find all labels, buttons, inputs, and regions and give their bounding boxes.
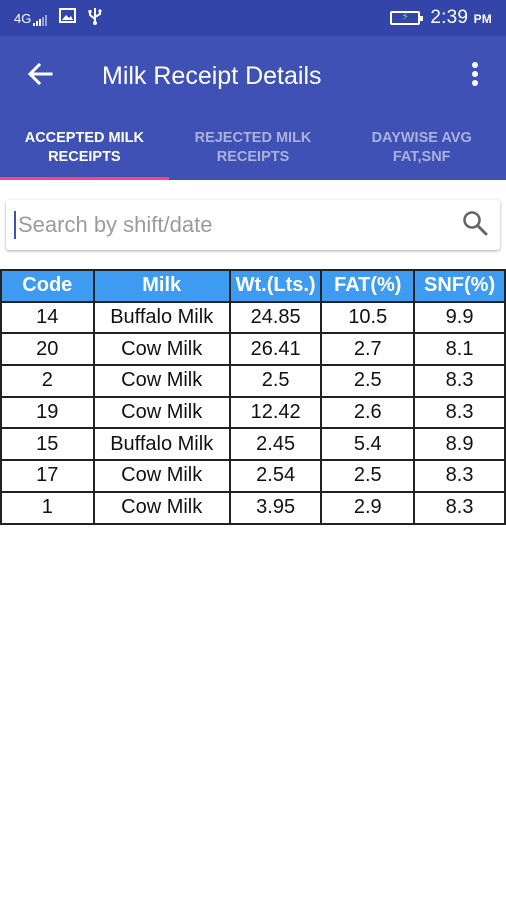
tab-rejected-milk-receipts[interactable]: REJECTED MILK RECEIPTS xyxy=(169,116,338,180)
image-icon xyxy=(59,8,77,28)
cell-fat: 2.9 xyxy=(320,490,416,525)
cell-snf: 8.3 xyxy=(413,459,506,493)
tab-bar: ACCEPTED MILK RECEIPTS REJECTED MILK REC… xyxy=(0,116,506,180)
network-type-label: 4G xyxy=(14,10,32,26)
table-row[interactable]: 15 Buffalo Milk 2.45 5.4 8.9 xyxy=(0,427,506,462)
page-title: Milk Receipt Details xyxy=(102,61,322,90)
table-row[interactable]: 1 Cow Milk 3.95 2.9 8.3 xyxy=(0,490,506,525)
cell-code: 1 xyxy=(0,490,95,525)
cell-milk: Cow Milk xyxy=(92,395,231,430)
cell-milk: Buffalo Milk xyxy=(92,300,231,335)
column-header-weight: Wt.(Lts.) xyxy=(228,269,323,303)
cell-milk: Cow Milk xyxy=(92,490,231,525)
cell-milk: Cow Milk xyxy=(92,459,231,493)
back-button[interactable] xyxy=(0,36,80,116)
cell-code: 19 xyxy=(0,395,95,430)
more-vertical-icon xyxy=(471,61,479,92)
cell-fat: 5.4 xyxy=(320,427,416,462)
tab-label-line2: FAT,SNF xyxy=(392,149,451,165)
status-clock: 2:39 PM xyxy=(430,7,492,29)
search-icon xyxy=(462,210,488,241)
cell-code: 2 xyxy=(0,364,95,398)
usb-icon xyxy=(88,7,102,30)
app-bar: Milk Receipt Details xyxy=(0,36,506,116)
tab-label-line2: RECEIPTS xyxy=(48,149,121,165)
table-row[interactable]: 17 Cow Milk 2.54 2.5 8.3 xyxy=(0,459,506,493)
table-row[interactable]: 2 Cow Milk 2.5 2.5 8.3 xyxy=(0,364,506,398)
tab-label-line1: DAYWISE AVG xyxy=(371,130,472,146)
cell-code: 17 xyxy=(0,459,95,493)
cell-snf: 8.3 xyxy=(413,395,506,430)
table-row[interactable]: 20 Cow Milk 26.41 2.7 8.1 xyxy=(0,332,506,367)
arrow-left-icon xyxy=(27,62,53,91)
table-header-row: Code Milk Wt.(Lts.) FAT(%) SNF(%) xyxy=(0,269,506,303)
cell-weight: 3.95 xyxy=(228,490,323,525)
battery-charging-icon: ⚡ xyxy=(390,11,424,25)
tab-label-line1: ACCEPTED MILK xyxy=(24,130,144,146)
cell-snf: 9.9 xyxy=(413,300,506,335)
cell-snf: 8.9 xyxy=(413,427,506,462)
cell-fat: 2.5 xyxy=(320,364,416,398)
cell-code: 15 xyxy=(0,427,95,462)
tab-daywise-avg-fat-snf[interactable]: DAYWISE AVG FAT,SNF xyxy=(337,116,506,180)
column-header-milk: Milk xyxy=(92,269,231,303)
cell-weight: 12.42 xyxy=(228,395,323,430)
cell-fat: 2.5 xyxy=(320,459,416,493)
cell-fat: 2.6 xyxy=(320,395,416,430)
cell-weight: 2.54 xyxy=(228,459,323,493)
overflow-menu-button[interactable] xyxy=(444,36,506,116)
table-row[interactable]: 19 Cow Milk 12.42 2.6 8.3 xyxy=(0,395,506,430)
column-header-code: Code xyxy=(0,269,95,303)
clock-time: 2:39 xyxy=(430,7,469,28)
milk-receipts-table: Code Milk Wt.(Lts.) FAT(%) SNF(%) 14 Buf… xyxy=(0,269,506,525)
cell-code: 14 xyxy=(0,300,95,335)
status-bar: 4G ⚡ 2:39 PM xyxy=(0,0,506,36)
cell-weight: 24.85 xyxy=(228,300,323,335)
table-row[interactable]: 14 Buffalo Milk 24.85 10.5 9.9 xyxy=(0,300,506,335)
search-box xyxy=(6,200,500,250)
text-cursor xyxy=(14,211,16,239)
cell-weight: 2.45 xyxy=(228,427,323,462)
tab-label-line2: RECEIPTS xyxy=(216,149,290,165)
cell-code: 20 xyxy=(0,332,95,367)
cell-fat: 10.5 xyxy=(320,300,416,335)
cell-snf: 8.3 xyxy=(413,490,506,525)
cell-snf: 8.3 xyxy=(413,364,506,398)
search-input[interactable] xyxy=(16,200,450,250)
network-indicator: 4G xyxy=(14,10,48,26)
column-header-fat: FAT(%) xyxy=(320,269,416,303)
tab-accepted-milk-receipts[interactable]: ACCEPTED MILK RECEIPTS xyxy=(0,116,169,180)
signal-icon xyxy=(33,14,48,26)
cell-milk: Cow Milk xyxy=(92,332,231,367)
cell-milk: Buffalo Milk xyxy=(92,427,231,462)
cell-fat: 2.7 xyxy=(320,332,416,367)
cell-weight: 2.5 xyxy=(228,364,323,398)
cell-snf: 8.1 xyxy=(413,332,506,367)
clock-ampm: PM xyxy=(473,12,492,26)
cell-milk: Cow Milk xyxy=(92,364,231,398)
cell-weight: 26.41 xyxy=(228,332,323,367)
search-button[interactable] xyxy=(450,210,500,241)
column-header-snf: SNF(%) xyxy=(413,269,506,303)
tab-label-line1: REJECTED MILK xyxy=(194,130,312,146)
